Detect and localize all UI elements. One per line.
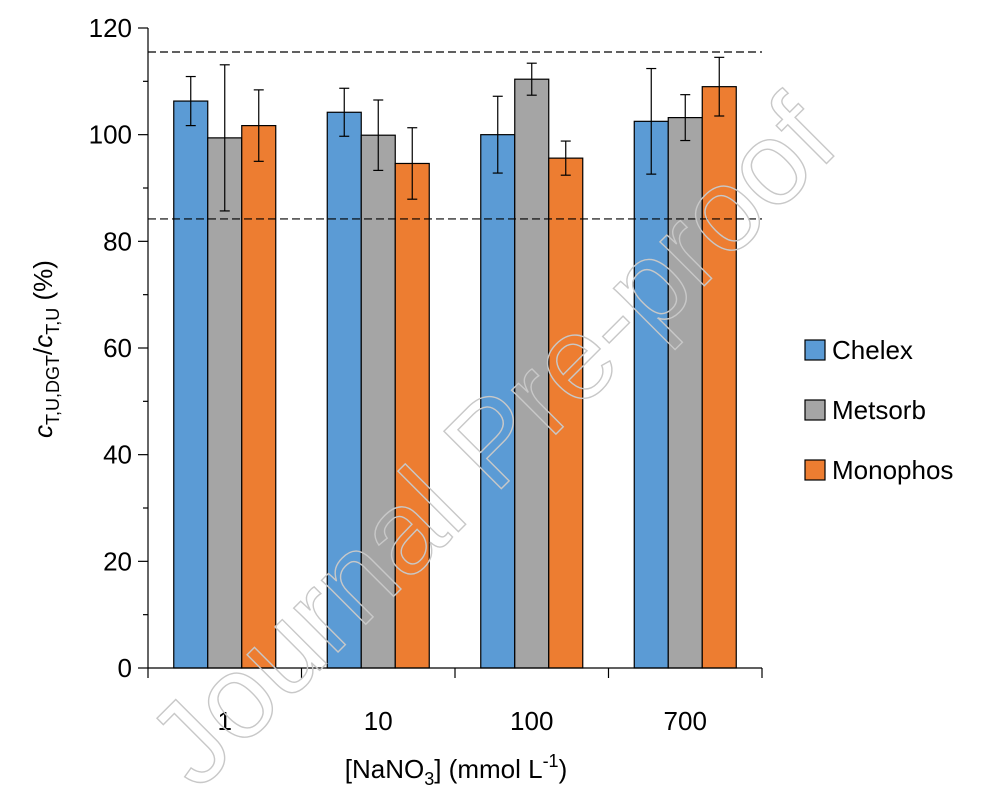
y-label-c1: c bbox=[28, 425, 58, 438]
bar-chelex-700 bbox=[633, 120, 669, 669]
y-tick-label-100: 100 bbox=[89, 120, 132, 150]
bar-monophos-700 bbox=[701, 86, 737, 669]
y-tick-label-60: 60 bbox=[103, 333, 132, 363]
x-tick-label-10: 10 bbox=[364, 706, 393, 736]
y-tick-label-0: 0 bbox=[118, 653, 132, 683]
bar-monophos-100 bbox=[548, 157, 584, 669]
y-axis-label: cT,U,DGT/cT,U (%) bbox=[28, 260, 63, 438]
x-label-sup: -1 bbox=[543, 751, 559, 771]
legend-label-monophos: Monophos bbox=[832, 455, 953, 485]
x-tick-label-100: 100 bbox=[510, 706, 553, 736]
x-tick-label-1: 1 bbox=[218, 706, 232, 736]
y-label-c2: c bbox=[28, 335, 58, 348]
y-label-suffix: (%) bbox=[28, 260, 58, 308]
legend-swatch-chelex bbox=[804, 339, 826, 361]
bar-metsorb-1 bbox=[207, 137, 243, 669]
y-label-slash: / bbox=[28, 347, 58, 355]
legend-swatch-metsorb bbox=[804, 399, 826, 421]
x-label-suffix: ) bbox=[559, 754, 568, 784]
x-axis-label: [NaNO3] (mmol L-1) bbox=[345, 751, 568, 789]
y-tick-label-120: 120 bbox=[89, 13, 132, 43]
legend-label-chelex: Chelex bbox=[832, 335, 913, 365]
legend-label-metsorb: Metsorb bbox=[832, 395, 926, 425]
y-tick-label-40: 40 bbox=[103, 440, 132, 470]
x-label-middle: ] (mmol L bbox=[434, 754, 542, 784]
x-tick-label-700: 700 bbox=[664, 706, 707, 736]
x-label-sub: 3 bbox=[424, 769, 434, 789]
plot-area: 1 10 100 700 0 20 40 60 80 100 120 bbox=[89, 13, 763, 736]
y-label-sub1: T,U,DGT bbox=[43, 355, 63, 425]
y-label-sub2: T,U bbox=[43, 308, 63, 335]
bar-metsorb-100 bbox=[514, 78, 550, 669]
bar-chelex-1 bbox=[173, 100, 209, 669]
x-label-prefix: [NaNO bbox=[345, 754, 424, 784]
legend-swatch-monophos bbox=[804, 459, 826, 481]
bar-chelex-10 bbox=[326, 111, 362, 669]
legend: Chelex Metsorb Monophos bbox=[804, 335, 953, 485]
y-tick-label-80: 80 bbox=[103, 226, 132, 256]
y-tick-label-20: 20 bbox=[103, 546, 132, 576]
